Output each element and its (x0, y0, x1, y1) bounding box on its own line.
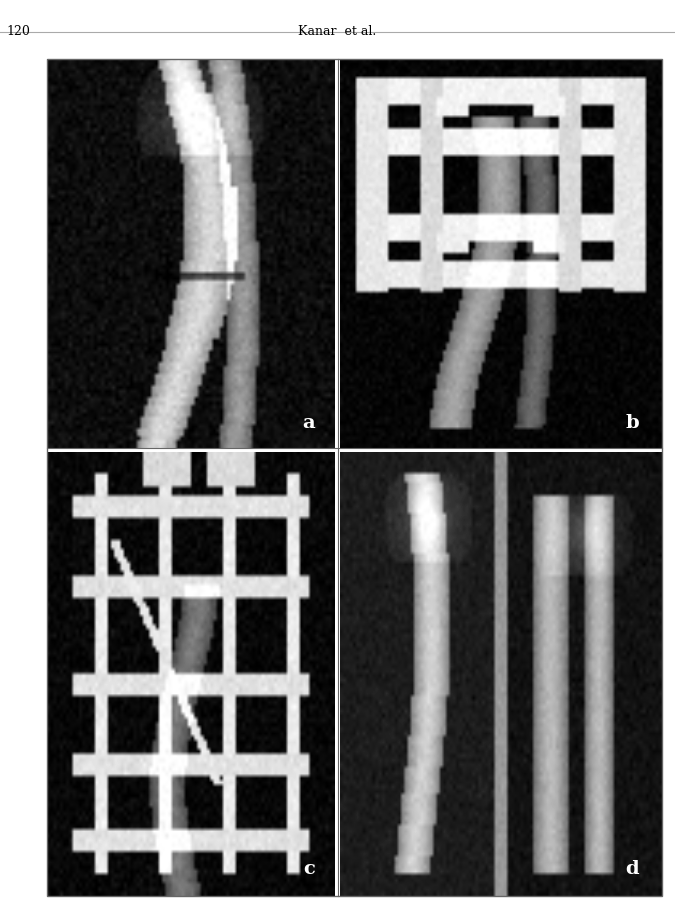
Text: d: d (625, 860, 639, 878)
Text: c: c (303, 860, 315, 878)
Text: a: a (302, 414, 315, 433)
Text: Kanar  et al.: Kanar et al. (298, 25, 377, 38)
Text: b: b (625, 414, 639, 433)
Text: 120: 120 (7, 25, 30, 38)
